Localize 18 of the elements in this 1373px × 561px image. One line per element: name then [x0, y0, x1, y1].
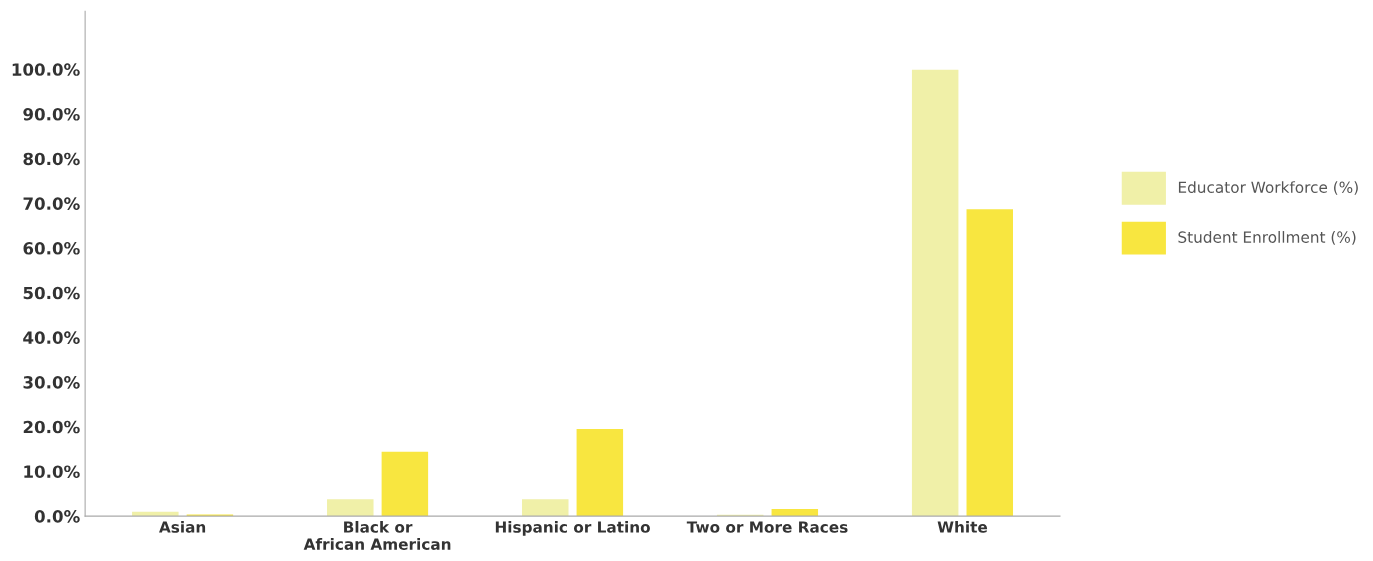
y-tick-label: 70.0%	[23, 197, 80, 210]
x-tick-label: Hispanic or Latino	[495, 520, 650, 536]
x-tick-label: Two or More Races	[686, 521, 848, 533]
x-tick-label: Black or African American	[303, 520, 451, 550]
y-tick-label: 60.0%	[23, 241, 80, 255]
y-tick-label: 40.0%	[23, 331, 80, 344]
y-tick-label: 100.0%	[12, 63, 80, 76]
y-tick-label: 90.0%	[23, 107, 80, 121]
legend-label: Educator Workforce (%)	[1178, 181, 1358, 195]
legend-label: Student Enrollment (%)	[1178, 231, 1356, 245]
x-tick-label: Asian	[159, 520, 206, 533]
y-tick-label: 80.0%	[23, 152, 80, 166]
y-tick-label: 10.0%	[24, 465, 80, 479]
y-tick-label: 50.0%	[23, 286, 80, 300]
y-tick-label: 0.0%	[34, 510, 80, 523]
x-tick-label: White	[937, 520, 988, 533]
y-tick-label: 20.0%	[23, 420, 80, 434]
y-tick-label: 30.0%	[23, 376, 80, 389]
